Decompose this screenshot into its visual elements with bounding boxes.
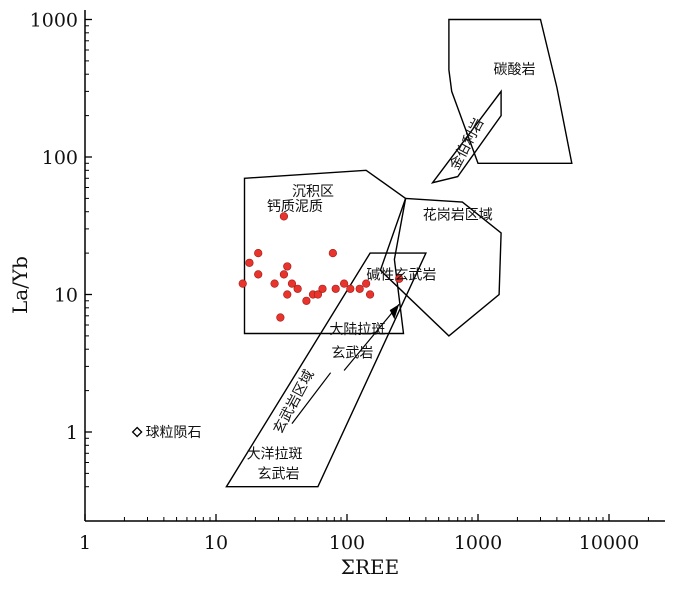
annotation-label: 大洋拉斑 — [247, 446, 303, 462]
data-point — [302, 296, 311, 305]
data-point — [279, 212, 289, 221]
labels-layer: 碳酸岩金伯利岩沉积区花岗岩区域玄武岩区域钙质泥质碱性玄武岩大陆拉斑玄武岩大洋拉斑… — [146, 62, 536, 482]
data-point — [254, 249, 263, 258]
data-point — [276, 313, 285, 322]
data-point — [318, 284, 327, 293]
data-point — [283, 262, 292, 271]
data-point — [339, 279, 349, 288]
annotation-label: 玄武岩 — [258, 465, 300, 482]
data-point — [365, 290, 375, 299]
region-label-granite: 花岗岩区域 — [423, 208, 493, 224]
data-point — [355, 284, 364, 293]
annotation-label: 钙质泥质 — [267, 199, 323, 215]
annotation-label: 玄武岩 — [331, 344, 373, 361]
region-granite — [379, 197, 502, 337]
data-point — [328, 249, 337, 258]
data-point — [395, 274, 404, 283]
y-tick-label: 1000 — [30, 10, 78, 32]
chondrite-point — [131, 426, 143, 438]
trend-line — [291, 372, 332, 425]
data-point — [331, 284, 340, 293]
annotation-label: 大陆拉斑 — [329, 322, 385, 338]
region-basalt — [225, 252, 427, 488]
points-layer — [131, 212, 404, 438]
data-point — [293, 284, 302, 293]
annotation-label: 球粒陨石 — [146, 425, 202, 441]
data-point — [254, 270, 263, 279]
annotation-label: 碱性玄武岩 — [366, 266, 436, 283]
region-label-carbonatite: 碳酸岩 — [494, 62, 536, 78]
data-point — [313, 290, 323, 299]
x-tick-label: 10000 — [579, 532, 639, 554]
y-axis-title: La/Yb — [8, 256, 32, 314]
y-tick-label: 1 — [66, 422, 78, 444]
axes-layer: 1 10 100 1000 10000 1 10 100 1000 — [30, 10, 665, 554]
trend-arrow — [343, 303, 400, 371]
data-point — [283, 290, 292, 299]
y-tick-label: 10 — [54, 285, 78, 307]
region-label-sedimentary: 沉积区 — [292, 184, 334, 200]
x-axis-title: ΣREE — [341, 555, 399, 579]
x-tick-label: 1000 — [454, 532, 502, 554]
region-sedimentary — [243, 169, 407, 335]
data-point — [362, 279, 371, 288]
region-carbonatite — [448, 18, 573, 165]
data-point — [238, 279, 247, 288]
regions-layer — [225, 18, 573, 488]
y-tick-label: 100 — [42, 147, 78, 169]
trend-arrowhead — [389, 304, 400, 320]
region-kimberlite — [430, 89, 502, 184]
data-point — [270, 279, 279, 288]
x-tick-label: 100 — [329, 532, 365, 554]
data-point — [245, 258, 254, 267]
x-tick-label: 1 — [79, 532, 91, 554]
data-point — [346, 284, 355, 293]
data-point — [279, 270, 289, 279]
x-tick-label: 10 — [204, 532, 228, 554]
data-point — [287, 279, 297, 288]
